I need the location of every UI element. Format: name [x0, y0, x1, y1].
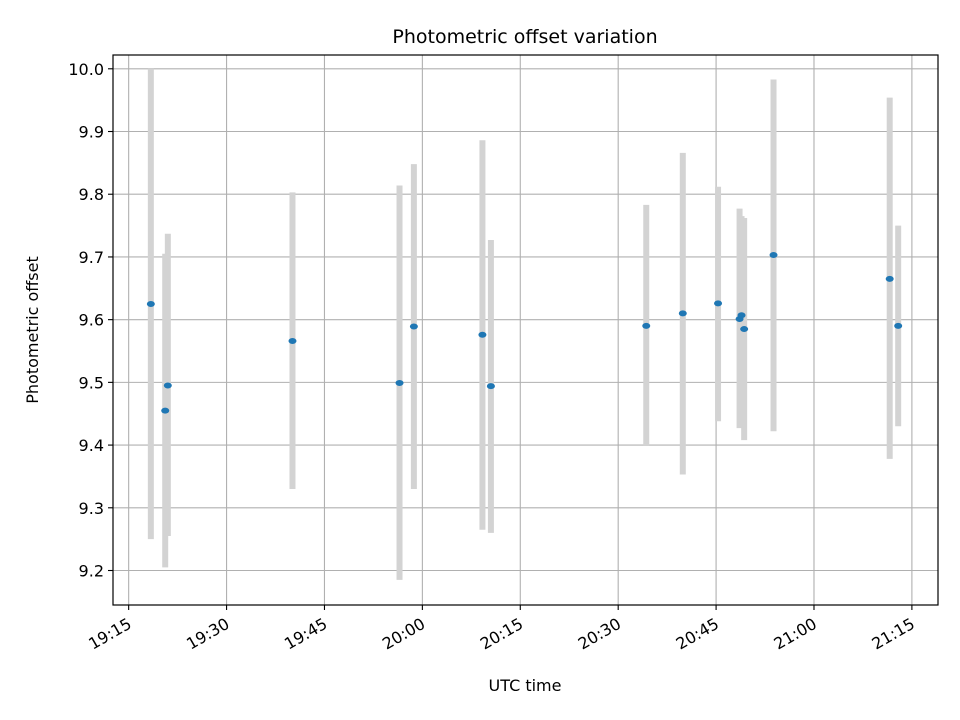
plot-frame — [112, 54, 939, 606]
data-point — [146, 300, 155, 307]
data-points — [146, 252, 903, 414]
y-tick-label: 10.0 — [68, 60, 104, 79]
data-point — [678, 310, 687, 317]
data-point — [486, 383, 495, 390]
y-tick-label: 9.2 — [79, 562, 104, 581]
y-tick-label: 9.6 — [79, 311, 104, 330]
data-point — [885, 275, 894, 282]
y-tick-label: 9.7 — [79, 248, 104, 267]
data-point — [163, 382, 172, 389]
y-tick-label: 9.3 — [79, 499, 104, 518]
y-tick-label: 9.5 — [79, 373, 104, 392]
data-point — [395, 379, 404, 386]
data-point — [737, 312, 746, 319]
chart-title: Photometric offset variation — [392, 26, 657, 48]
x-axis-label: UTC time — [489, 676, 562, 695]
data-point — [769, 252, 778, 259]
data-point — [642, 322, 651, 329]
data-point — [288, 337, 297, 344]
y-tick-label: 9.8 — [79, 185, 104, 204]
data-point — [714, 300, 723, 307]
y-tick-label: 9.9 — [79, 123, 104, 142]
grid-lines — [113, 55, 938, 605]
data-point — [409, 323, 418, 330]
data-point — [478, 331, 487, 338]
data-point — [894, 322, 903, 329]
data-point — [161, 407, 170, 414]
y-axis-label: Photometric offset — [23, 256, 42, 404]
y-tick-label: 9.4 — [79, 436, 104, 455]
data-point — [740, 326, 749, 333]
